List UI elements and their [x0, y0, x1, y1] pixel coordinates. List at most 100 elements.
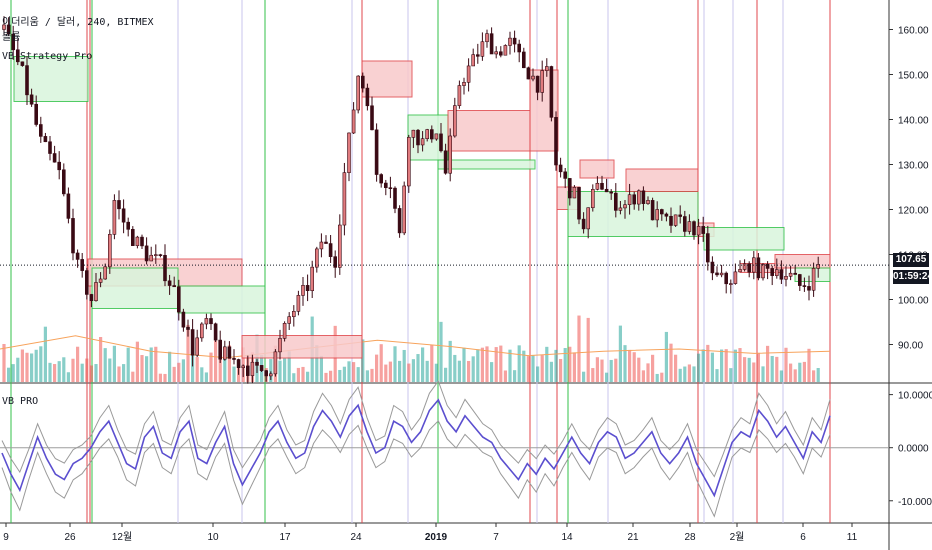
- candle: [149, 254, 153, 262]
- volume-bar: [577, 315, 581, 382]
- volume-indicator-label[interactable]: 볼륨: [2, 32, 21, 43]
- candle: [540, 70, 545, 93]
- time-tick-label: 2019: [425, 532, 448, 543]
- candle: [797, 274, 802, 286]
- candle: [641, 190, 646, 204]
- candle: [52, 153, 57, 163]
- volume-bar: [30, 353, 34, 382]
- candle: [2, 24, 6, 30]
- volume-bar: [618, 325, 622, 382]
- candle: [126, 221, 130, 230]
- candle: [457, 85, 462, 106]
- candle: [563, 171, 568, 179]
- candle: [57, 161, 62, 171]
- strategy-indicator-label[interactable]: VB Strategy Pro: [2, 51, 93, 62]
- candle: [190, 329, 195, 356]
- volume-bar: [632, 352, 636, 382]
- price-tick-label: 130.00: [898, 161, 929, 172]
- candle: [636, 190, 641, 205]
- volume-bar: [108, 358, 112, 382]
- candle: [25, 65, 29, 96]
- resistance-box: [361, 60, 413, 98]
- volume-bar: [214, 340, 218, 382]
- candle: [567, 178, 572, 199]
- volume-bar: [425, 360, 429, 382]
- candle: [117, 200, 121, 210]
- candle: [181, 311, 186, 328]
- candle: [448, 135, 453, 174]
- volume-bar: [494, 347, 498, 382]
- candle: [259, 365, 264, 371]
- candle: [517, 43, 522, 53]
- volume-bar: [62, 357, 66, 382]
- candle: [682, 216, 687, 232]
- candle: [135, 236, 140, 246]
- volume-bar: [379, 344, 383, 382]
- candle: [218, 339, 222, 360]
- time-tick-label: 10: [207, 532, 219, 543]
- candle: [314, 248, 319, 268]
- candle: [779, 269, 784, 280]
- volume-bar: [319, 355, 323, 382]
- volume-bar: [471, 356, 475, 382]
- candle: [121, 208, 126, 223]
- oscillator-tick-label: -10.0000: [898, 497, 932, 508]
- candle: [807, 286, 811, 291]
- volume-bar: [453, 354, 457, 382]
- volume-bar: [76, 346, 80, 382]
- candle: [747, 263, 752, 273]
- candle: [632, 194, 637, 205]
- oscillator-tick-label: 10.0000: [898, 391, 932, 402]
- volume-bar: [448, 340, 452, 382]
- volume-bar: [549, 361, 553, 382]
- volume-bar: [20, 349, 24, 382]
- volume-bar: [48, 362, 52, 382]
- price-tick-label: 160.00: [898, 26, 929, 37]
- candle: [678, 214, 683, 217]
- volume-bar: [467, 360, 471, 382]
- candle: [770, 268, 775, 276]
- candle: [586, 207, 591, 230]
- candle: [471, 54, 476, 67]
- candle: [388, 187, 393, 189]
- volume-bar: [209, 352, 213, 382]
- oscillator-upper-band: [1, 380, 831, 478]
- volume-bar: [342, 366, 346, 382]
- volume-bar: [103, 348, 107, 382]
- volume-bar: [292, 373, 296, 382]
- candle: [6, 24, 11, 35]
- candle: [498, 51, 503, 56]
- candle: [310, 266, 315, 292]
- price-tick-label: 150.00: [898, 71, 929, 82]
- candle: [701, 226, 706, 234]
- symbol-legend[interactable]: 이더리움 / 달러, 240, BITMEX: [2, 17, 154, 28]
- volume-bar: [140, 355, 144, 382]
- candle: [255, 361, 259, 366]
- volume-bar: [172, 366, 176, 382]
- volume-bar: [595, 357, 599, 382]
- candle: [535, 75, 540, 93]
- candle: [195, 337, 199, 356]
- volume-bar: [168, 351, 172, 382]
- oscillator-lower-band: [1, 420, 831, 518]
- candle: [462, 82, 466, 86]
- volume-bar: [135, 341, 139, 382]
- candle: [774, 269, 779, 276]
- volume-bar: [485, 346, 489, 382]
- candle: [816, 264, 821, 269]
- candle: [664, 213, 669, 217]
- volume-bar: [517, 345, 521, 382]
- volume-bar: [398, 360, 402, 382]
- candle: [793, 272, 798, 275]
- candle: [600, 182, 604, 190]
- oscillator-pane-title[interactable]: VB PRO: [2, 396, 39, 407]
- candle: [627, 194, 632, 205]
- candle: [370, 105, 374, 131]
- volume-bar: [25, 352, 29, 382]
- candle: [61, 169, 66, 195]
- candle: [512, 37, 517, 45]
- volume-bar: [329, 370, 333, 382]
- candle: [29, 94, 34, 105]
- candle: [250, 361, 255, 376]
